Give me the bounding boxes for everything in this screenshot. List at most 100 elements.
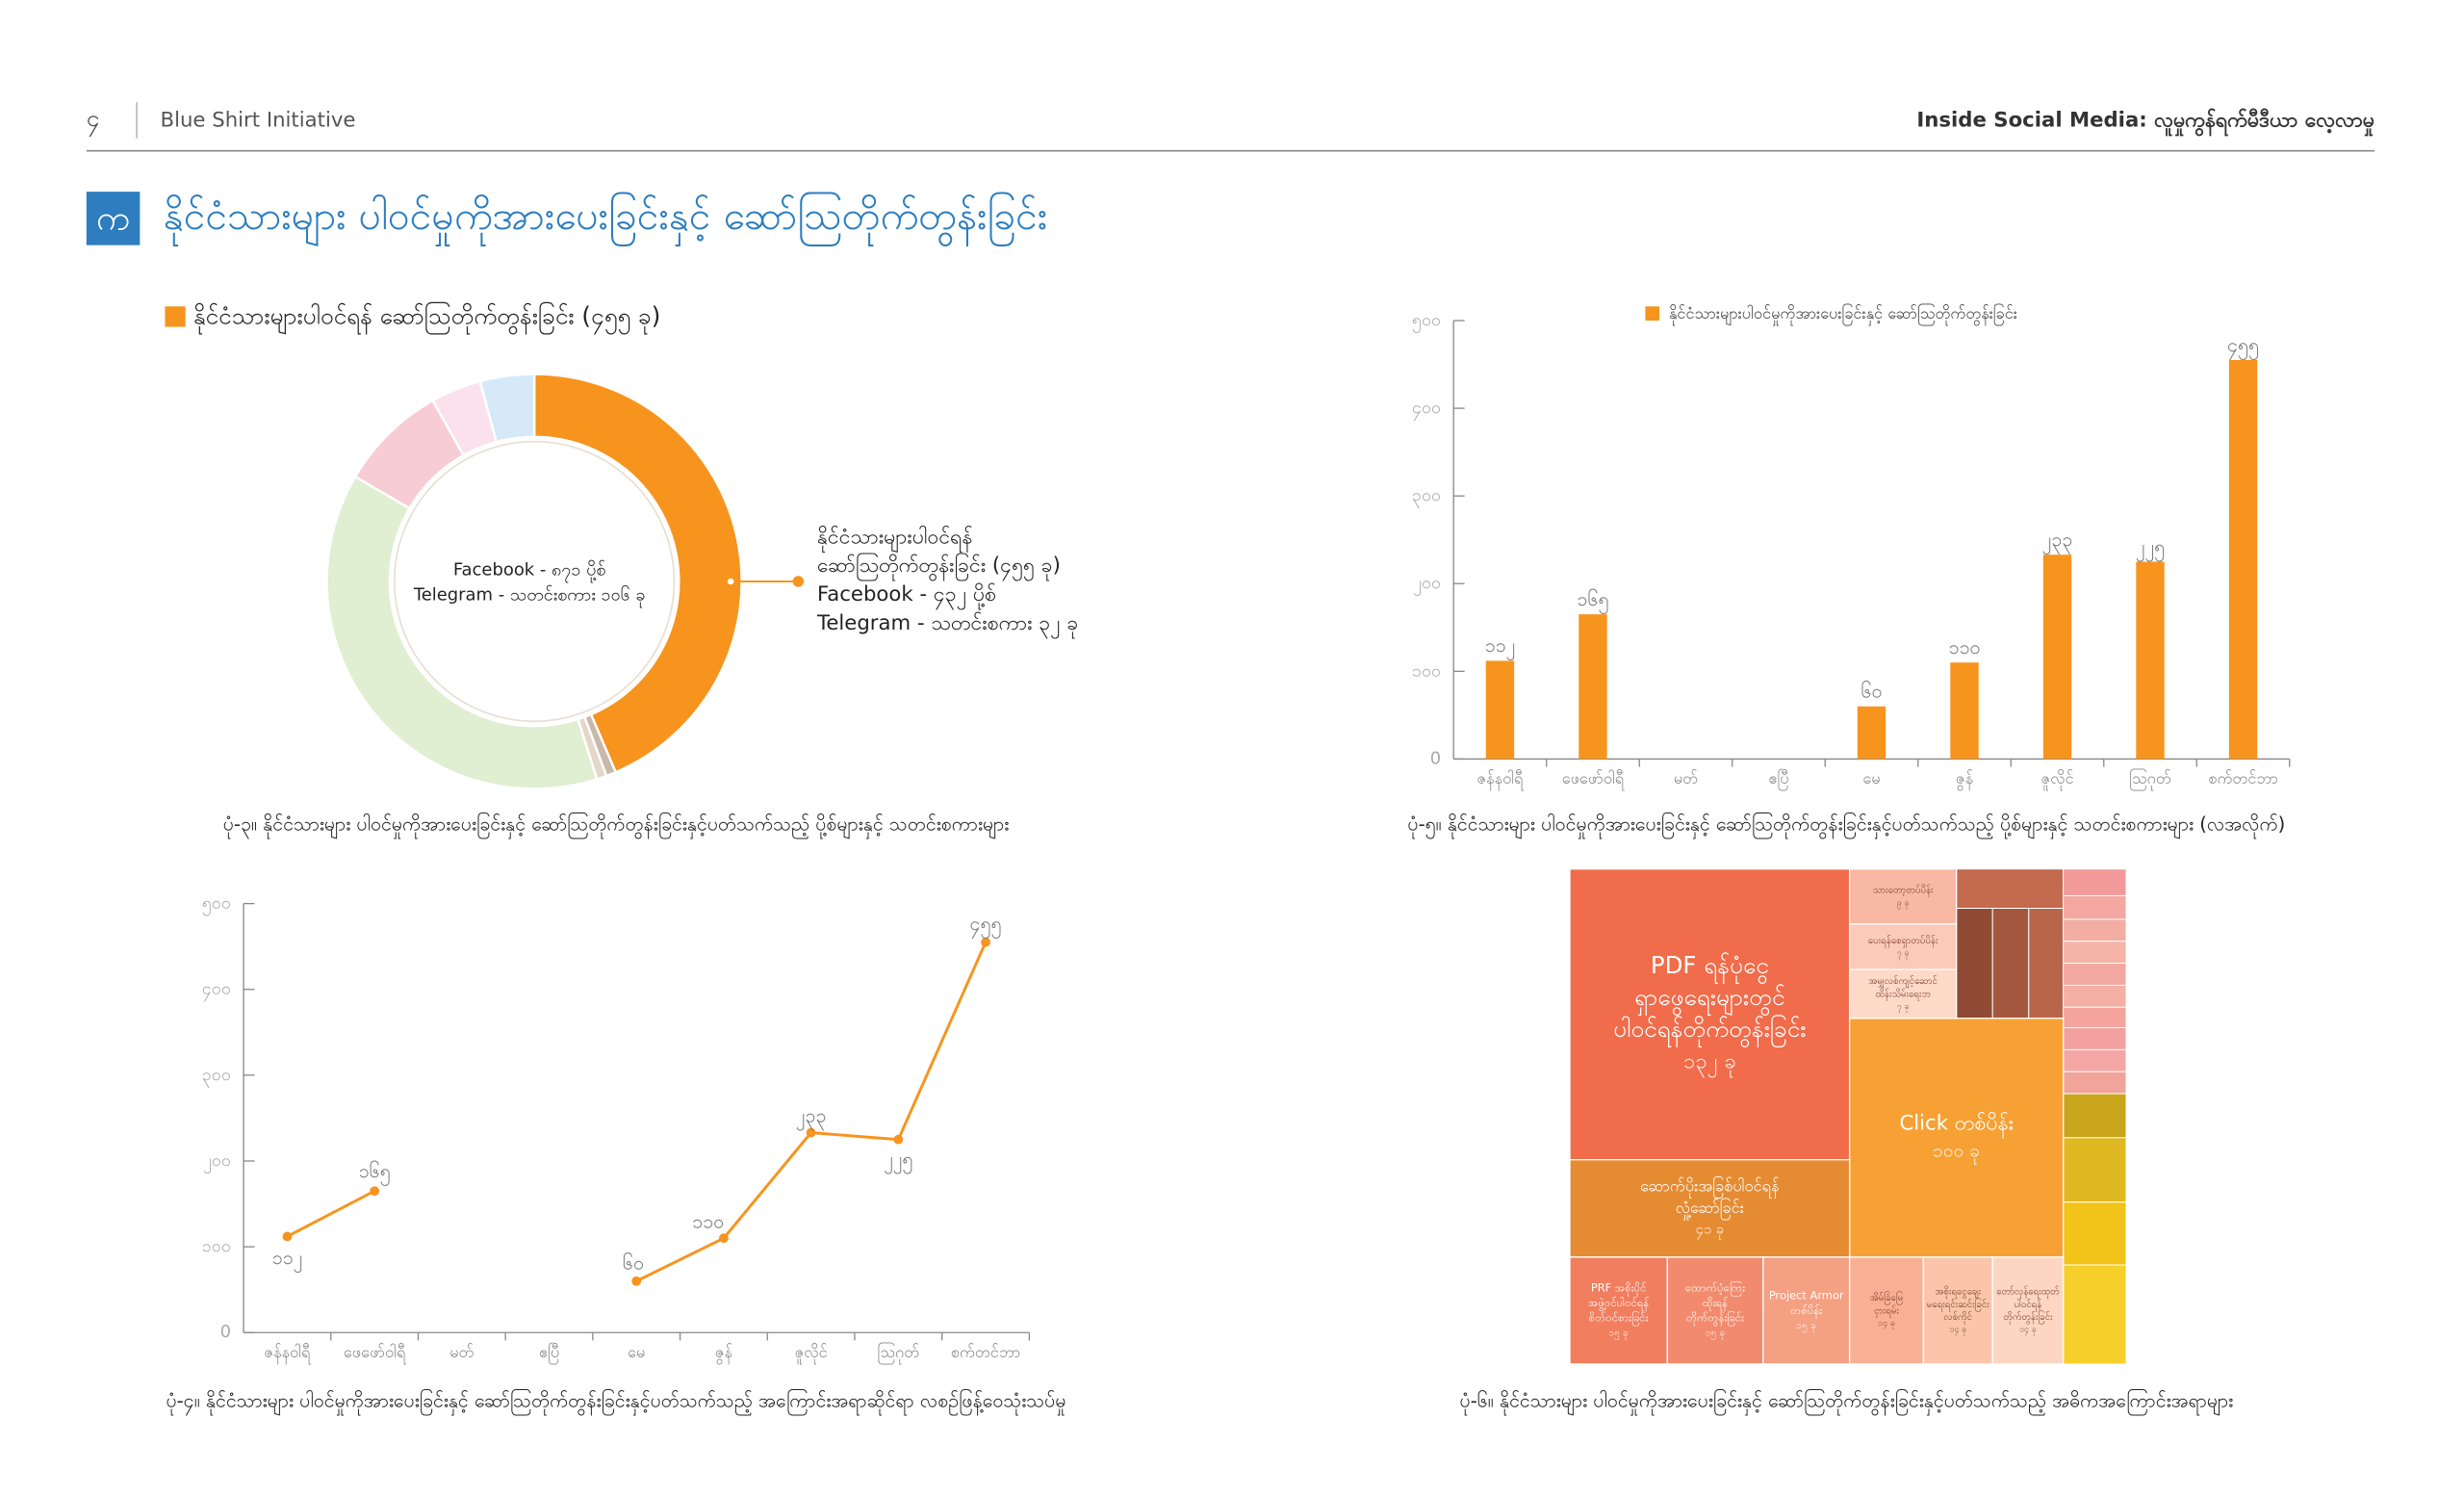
treemap-minor-cell [2028,908,2065,1019]
treemap-label: ပါဝင်ရန်တိုက်တွန်းခြင်း [1613,1014,1806,1048]
treemap-value-label: ၁၅ ခု [1608,1328,1629,1341]
line-value-label: ၁၆၅ [359,1160,391,1186]
treemap-cell [1666,1256,1764,1365]
x-tick-label: စက်တင်ဘာ [951,1343,1020,1361]
treemap-label: တော်လှန်ရေးထုတ် [1996,1285,2060,1300]
treemap-minor-cell [1956,908,1993,1019]
treemap-label: Click တစ်ပိန်း [1899,1111,2013,1140]
treemap-cell [1848,868,1958,925]
treemap-minor-cell [2063,1201,2127,1266]
line-value-label: ၄၅၅ [970,913,1002,939]
legend-label: နိုင်ငံသားများပါဝင်ရန် ဆော်ဩတိုက်တွန်းခြ… [193,301,661,336]
treemap-label: ငှားရမ်း [1874,1303,1899,1318]
y-tick-label: ၄၀၀ [202,979,231,1002]
callout-text: Telegram - သတင်းစကား ၃၂ ခု [816,610,1078,639]
treemap-minor-cell [2063,918,2127,942]
treemap-minor-cell [2063,1137,2127,1203]
y-tick-label: 0 [220,1322,231,1342]
section-badge-text: က [96,199,130,239]
line-value-label: ၁၁၂ [272,1247,303,1273]
donut-segment [478,373,536,444]
treemap-label: PRF အစိုးပိုင် [1591,1281,1647,1297]
treemap-cell [1991,1256,2065,1365]
page-number: ၄ [87,104,100,137]
callout-text: ဆော်ဩတိုက်တွန်းခြင်း (၄၅၅ ခု) [817,552,1061,582]
callout-dot [726,577,736,586]
bar [1485,660,1515,760]
legend-swatch [165,306,186,327]
y-tick-label: ၂၀၀ [203,1150,231,1174]
bar-value-label: ၄၅၅ [2227,334,2259,360]
bar-value-label: ၁၆၅ [1577,588,1608,614]
treemap-label: တိုက်တွန်းခြင်း [2003,1309,2053,1325]
treemap-label: လစ်ကိုင် [1943,1310,1972,1325]
figure-caption: ပုံ-၃။ နိုင်ငံသားများ ပါဝင်မှုကိုအားပေးခ… [223,812,1010,838]
treemap-minor-cell [2063,1264,2127,1365]
y-tick-label: ၁၀၀ [1412,660,1441,681]
treemap-label: လှုံ့ဆော်ခြင်း [1676,1199,1744,1220]
treemap-label: ထောက်ပံ့ကြေး [1685,1281,1745,1297]
y-tick-label: ၄၀၀ [1412,398,1441,421]
treemap-minor-cell [2063,963,2127,986]
line-point [806,1127,816,1138]
donut-center-text: Facebook - ၈၇၁ ပို့စ် [453,560,606,583]
treemap-minor-cell [1991,908,2030,1019]
treemap-minor-cell [2063,1048,2127,1072]
treemap-minor-cell [2063,941,2127,965]
treemap-label: ဆောက်ပိုးအခြစ်ပါဝင်ရန် [1640,1177,1779,1199]
treemap-value-label: ၇ ခု [1897,1002,1910,1013]
treemap-value-label: ၁၄ ခု [1878,1319,1895,1329]
line-point [370,1186,380,1197]
line-value-label: ၂၃၃ [796,1105,827,1131]
treemap-value-label: ၁၅ ခု [1706,1328,1726,1341]
y-tick-label: 0 [1430,748,1441,768]
line-point [282,1231,293,1242]
treemap-cell [1569,1256,1668,1365]
x-tick-label: ဩဂုတ် [2129,769,2171,790]
line-value-label: ၆၀ [623,1251,644,1274]
treemap-minor-cell [2063,1027,2127,1050]
line-point [893,1134,904,1145]
callout-dot [792,576,805,587]
x-tick-label: ဇန်နဝါရီ [264,1343,312,1364]
treemap-cell [1569,1159,1851,1258]
figure-caption: ပုံ-၅။ နိုင်ငံသားများ ပါဝင်မှုကိုအားပေးခ… [1407,812,2285,838]
legend-swatch [1645,306,1660,321]
donut-inner-ring [393,440,676,723]
treemap-label: ထိုးရန် [1703,1296,1728,1311]
treemap-value-label: ၁၃၂ ခု [1683,1049,1736,1077]
x-tick-label: ဖေဖော်ဝါရီ [344,1343,407,1364]
y-tick-label: ၁၀၀ [202,1236,231,1256]
treemap-cell [1848,1018,2065,1258]
treemap-label: အိမ်ခြံမြေ [1870,1290,1903,1305]
treemap-value-label: ၁၅ ခု [1796,1320,1816,1333]
figure-caption: ပုံ-၆။ နိုင်ငံသားများ ပါဝင်မှုကိုအားပေးခ… [1460,1389,2234,1416]
x-tick-label: ဇွန် [715,1343,732,1364]
line-value-label: ၁၁၀ [692,1210,724,1232]
treemap-value-label: ၁၀၀ ခု [1933,1140,1980,1166]
treemap-minor-cell [2063,1093,2127,1139]
x-tick-label: ဧပြီ [1768,769,1788,790]
treemap-label: မရေးရင်းဆင်းခြင်း [1927,1297,1989,1312]
y-tick-label: ၃၀၀ [1412,485,1441,508]
treemap-label: အစိုးရငွေချေး [1935,1285,1981,1300]
y-tick-label: ၅၀၀ [1412,310,1441,333]
treemap-cell [1848,968,1958,1019]
bar [1950,662,1979,760]
treemap-minor-cell [2063,1070,2127,1095]
treemap-value-label: ၁၄ ခု [1949,1326,1966,1336]
treemap-minor-cell [2063,1006,2127,1029]
treemap-label: ပါဝင်ရန် [2014,1298,2042,1312]
treemap-value-label: ၇ ခု [1897,949,1910,960]
section-badge [86,192,141,245]
treemap-minor-cell [1956,868,2065,909]
x-tick-label: ဖေဖော်ဝါရီ [1562,769,1626,790]
figure-caption: ပုံ-၄။ နိုင်ငံသားများ ပါဝင်မှုကိုအားပေးခ… [166,1389,1065,1416]
treemap-cell [1848,1256,1925,1365]
bar [2042,555,2072,760]
y-tick-label: ၅၀၀ [202,893,231,916]
x-tick-label: စက်တင်ဘာ [2208,769,2277,787]
x-tick-label: ဇူလိုင် [795,1343,828,1364]
line-point [719,1233,729,1244]
